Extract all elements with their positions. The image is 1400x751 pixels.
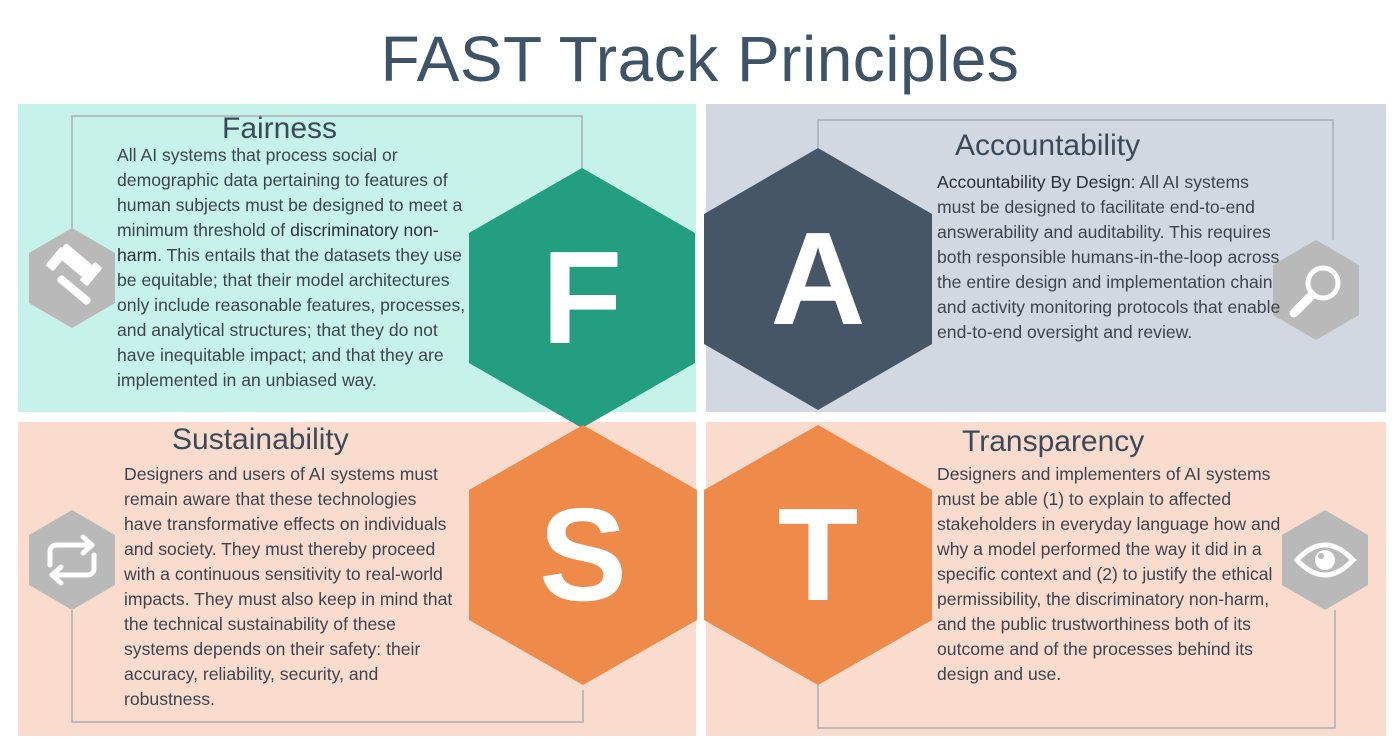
fairness-text-post: . This entails that the datasets they us…: [117, 245, 466, 390]
transparency-letter: T: [777, 481, 859, 628]
sustainability-description: Designers and users of AI systems must r…: [124, 464, 453, 709]
fairness-text-emphasis: discriminatory non-harm: [117, 220, 439, 265]
sustainability-letter: S: [538, 481, 628, 628]
accountability-description: Accountability By Design: All AI systems…: [937, 170, 1285, 345]
fairness-heading: Fairness: [222, 112, 338, 145]
fairness-description: All AI systems that process social or de…: [117, 143, 477, 393]
fairness-letter: F: [541, 224, 623, 371]
transparency-heading: Transparency: [962, 425, 1145, 458]
accountability-letter: A: [770, 205, 866, 352]
transparency-description: Designers and implementers of AI systems…: [937, 464, 1281, 684]
accountability-text-emphasis: Accountability By Design: [937, 172, 1131, 192]
accountability-text-post: : All AI systems must be designed to fac…: [937, 172, 1281, 342]
fairness-text-pre: All AI systems that process social or de…: [117, 145, 463, 240]
page-title: FAST Track Principles: [380, 23, 1020, 95]
accountability-heading: Accountability: [955, 129, 1141, 162]
sustainability-heading: Sustainability: [172, 423, 349, 456]
